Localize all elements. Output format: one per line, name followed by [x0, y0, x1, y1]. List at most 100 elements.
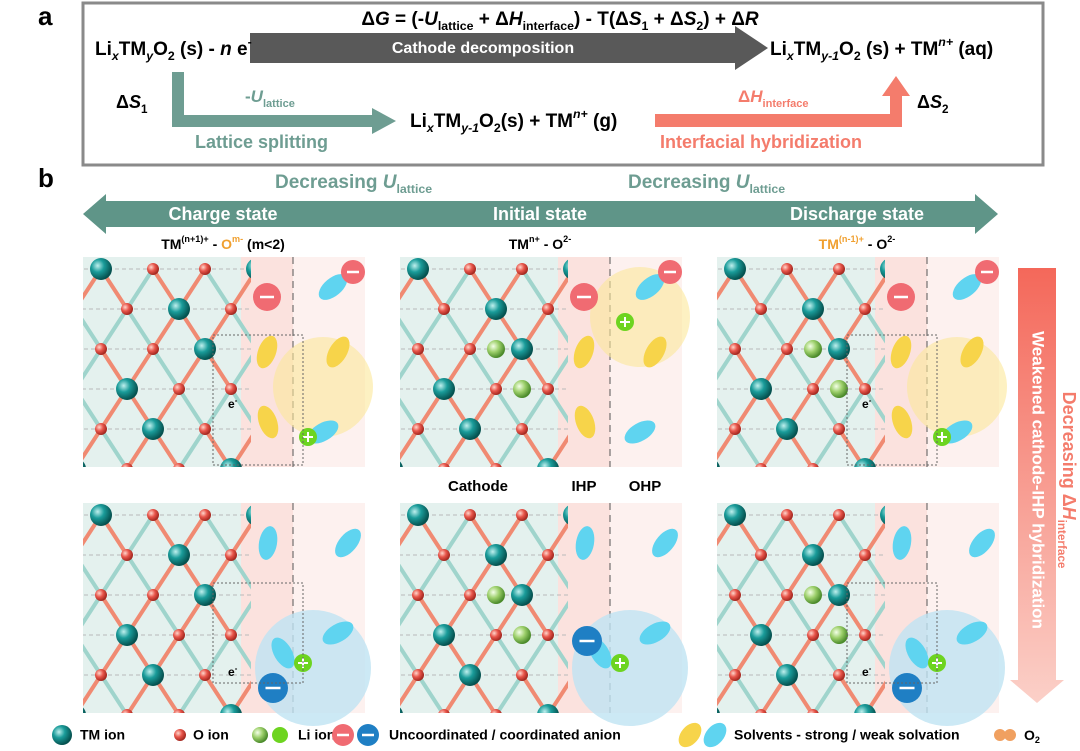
bond [863, 553, 885, 590]
bond [49, 349, 75, 389]
text-part: TM [119, 39, 146, 60]
o-ion [859, 629, 871, 641]
text-part: Li [410, 111, 427, 132]
legend-o2 [994, 729, 1006, 741]
bond [442, 267, 472, 311]
bond [520, 387, 550, 431]
bond [683, 389, 709, 429]
bond [229, 633, 251, 670]
text-part: H [750, 87, 763, 106]
o-ion [516, 509, 528, 521]
entropy-term: ΔS2 [917, 92, 949, 116]
text-part: (n-1)+ [839, 234, 864, 244]
o-ion [729, 423, 741, 435]
solvent [574, 405, 596, 439]
o-ion [95, 343, 107, 355]
text-part: e [228, 665, 235, 679]
panel-label: b [38, 163, 54, 193]
bond [717, 347, 737, 381]
bond [400, 347, 420, 381]
bond [785, 347, 815, 391]
o-ion [703, 549, 715, 561]
solvent [335, 528, 361, 558]
bond [863, 307, 885, 344]
text-part: y [145, 49, 154, 63]
legend-label: Solvents - strong / weak solvation [734, 727, 960, 743]
text-part: - [869, 664, 872, 673]
o-ion [199, 423, 211, 435]
bond [49, 389, 75, 429]
bond [203, 513, 233, 557]
tm-ion [724, 504, 746, 526]
o-ion [755, 463, 767, 467]
bond [125, 513, 155, 557]
bond [683, 515, 709, 555]
interface-arrow [655, 76, 910, 127]
state-label: Discharge state [790, 204, 924, 224]
bond [759, 267, 789, 311]
text-part: R [745, 9, 759, 30]
bond [683, 429, 709, 469]
bond [733, 673, 763, 713]
bond [416, 553, 446, 597]
panels: e-e-e-e- [38, 257, 1007, 726]
bond [203, 267, 233, 311]
text-part: G [375, 9, 390, 30]
text-part: TM [819, 236, 839, 252]
text-part: - [235, 664, 238, 673]
bond [520, 633, 550, 677]
solvent [271, 637, 295, 669]
o-ion [859, 303, 871, 315]
text-part: - [869, 396, 872, 405]
text-part: - [235, 396, 238, 405]
o-ion [807, 709, 819, 713]
tm-ion [563, 259, 568, 279]
arrow-label: Cathode decomposition [392, 40, 574, 57]
o-ion [69, 383, 81, 395]
o-ion [833, 509, 845, 521]
bond [683, 675, 709, 715]
sub-panel: e- [49, 503, 371, 726]
tm-ion [776, 418, 798, 440]
o-ion [121, 303, 133, 315]
o-ion [438, 549, 450, 561]
text-part: TM [434, 111, 461, 132]
entropy-term: ΔS1 [116, 92, 148, 116]
text-part: TM [794, 39, 821, 60]
solvent [573, 335, 595, 369]
hybridization-arrow [1010, 268, 1064, 703]
tm-ion [246, 505, 251, 525]
bond [83, 673, 103, 707]
legend-tm [52, 725, 72, 745]
o-ion [386, 303, 398, 315]
bond [546, 633, 568, 670]
lattice [38, 258, 251, 467]
tm-ion [38, 338, 60, 360]
solvent [624, 420, 656, 444]
text-part: Decreasing [628, 172, 736, 193]
bond [400, 563, 420, 597]
legend-o2 [1004, 729, 1016, 741]
solvent [905, 637, 929, 669]
tm-ion [220, 458, 242, 467]
o-ion [173, 629, 185, 641]
text-part: = (- [390, 9, 424, 30]
bond [546, 600, 568, 637]
bond [400, 593, 420, 627]
text-part: 2 [494, 121, 501, 135]
o-ion [121, 463, 133, 467]
text-part: e [862, 665, 869, 679]
bond [811, 633, 841, 677]
bond [83, 347, 103, 381]
text-part: U [383, 172, 398, 193]
bond [83, 593, 103, 627]
bond [177, 427, 207, 467]
bond [203, 633, 233, 677]
bond [49, 595, 75, 635]
legend-li [252, 727, 268, 743]
region-label: OHP [629, 478, 662, 495]
tm-ion [828, 584, 850, 606]
bond [494, 387, 524, 431]
o-ion [729, 589, 741, 601]
legend-label: O ion [193, 727, 229, 743]
